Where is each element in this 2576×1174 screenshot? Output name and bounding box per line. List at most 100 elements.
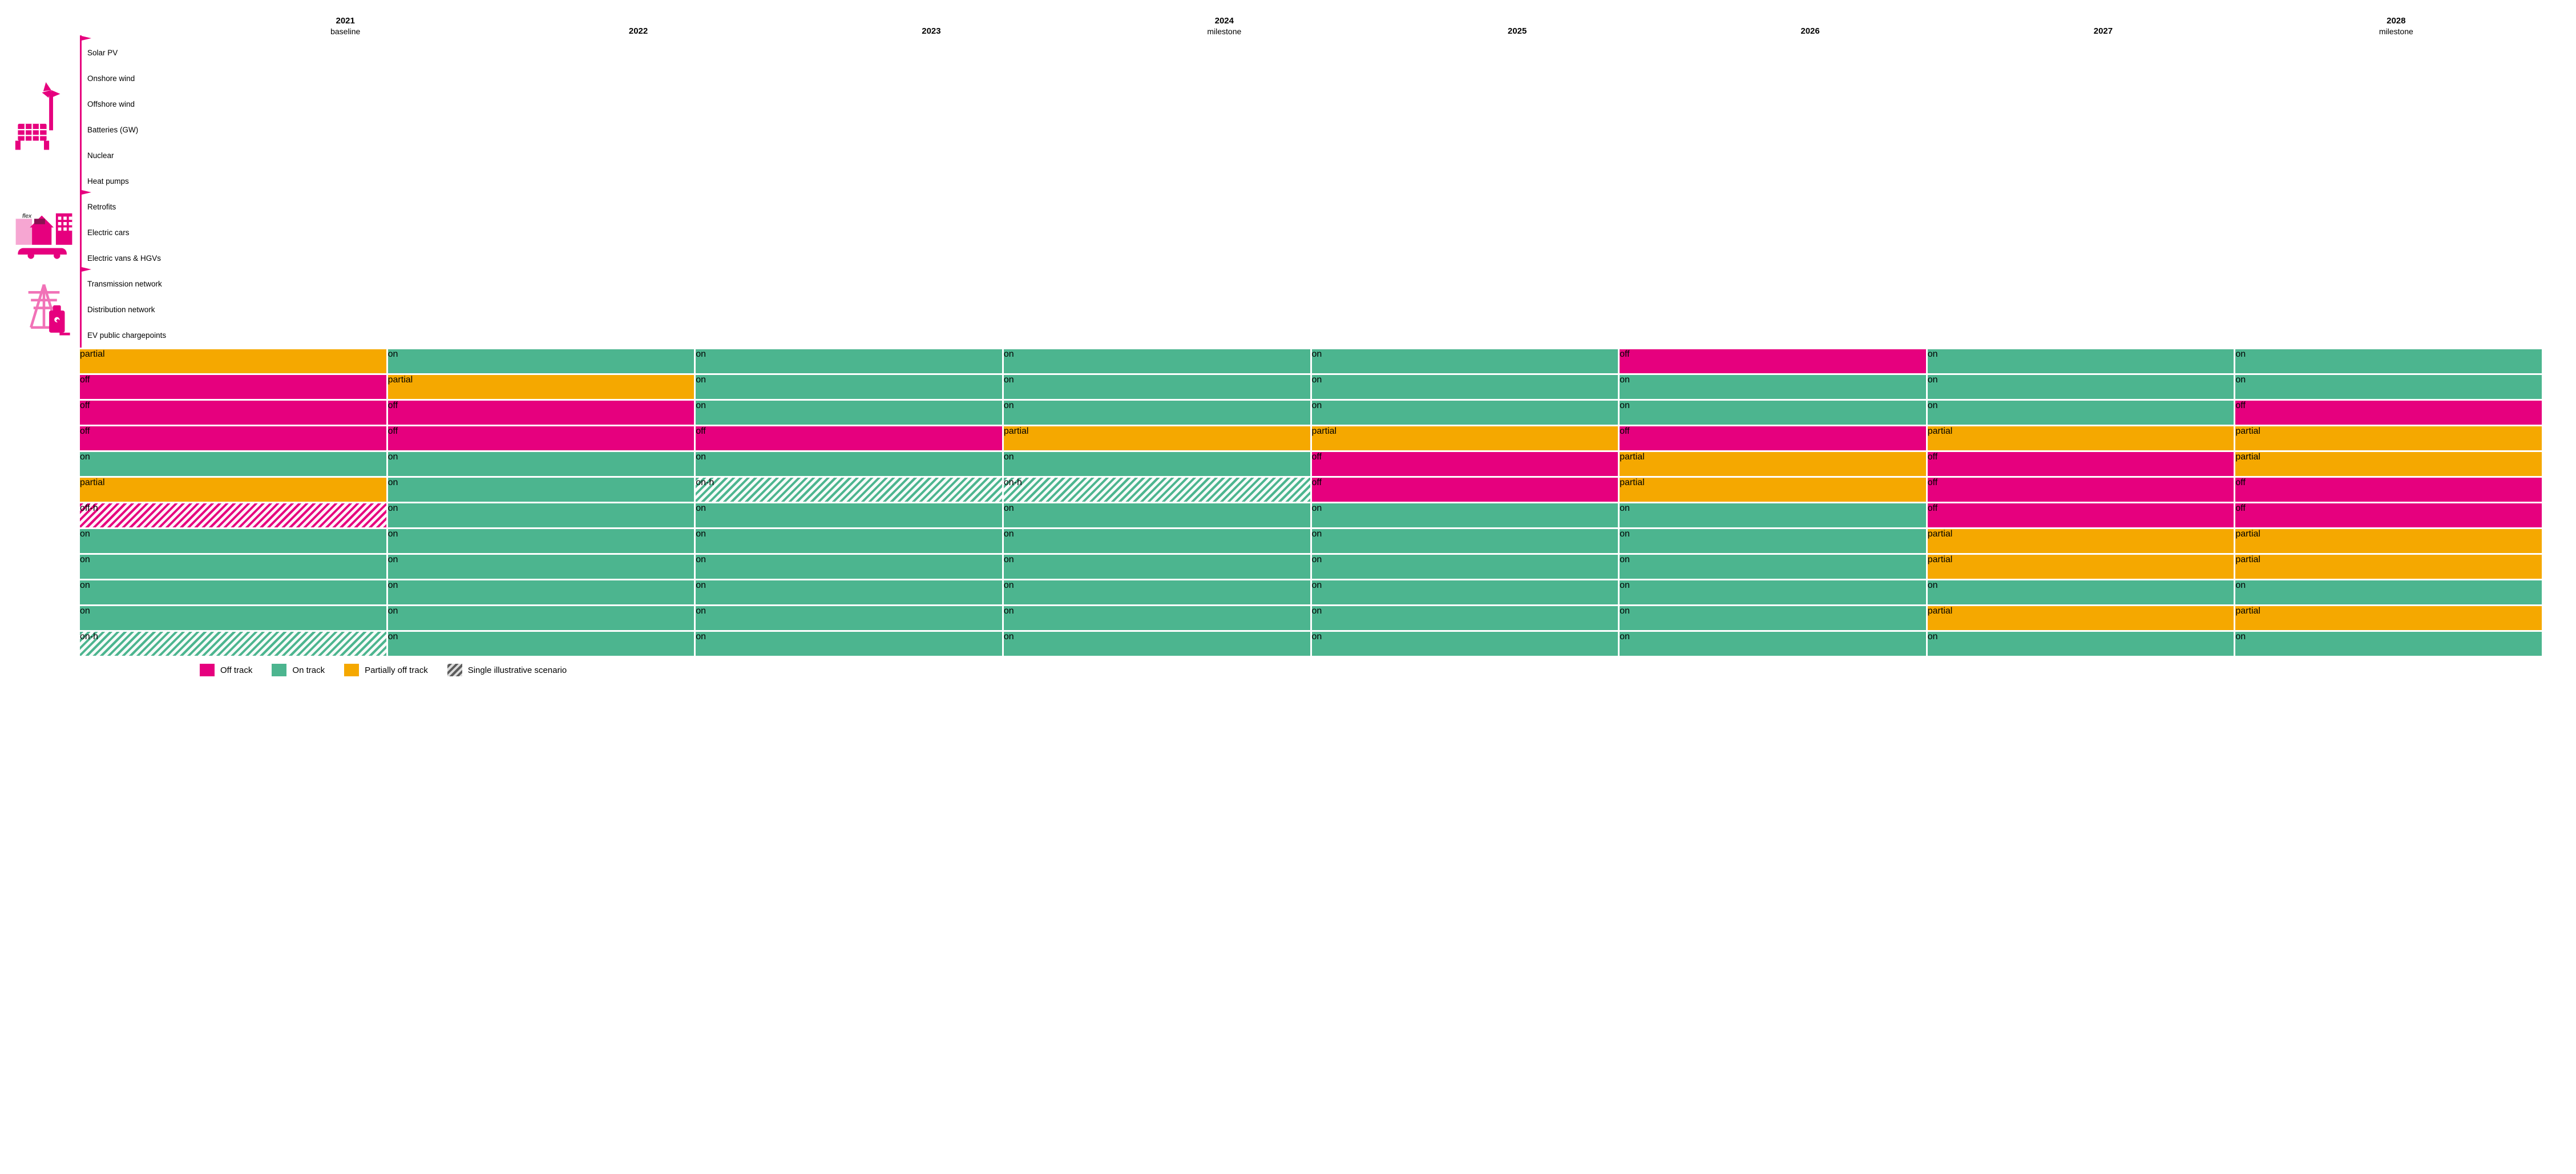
heatmap-row: offoffonononononoff bbox=[80, 401, 2542, 425]
heatmap-cell: partial bbox=[2235, 426, 2542, 450]
heatmap-cell: on bbox=[696, 401, 1002, 425]
supply-icon bbox=[11, 41, 76, 193]
heatmap-cell: on bbox=[2235, 349, 2542, 373]
icon-column: flex bbox=[11, 41, 80, 656]
heatmap-cell: on bbox=[1004, 555, 1310, 579]
infrastructure-row-labels: Transmission networkDistribution network… bbox=[80, 272, 200, 348]
heatmap-cell: off bbox=[80, 375, 386, 399]
column-header: 2027 bbox=[1957, 16, 2248, 37]
demand-group-icon: flex bbox=[11, 195, 80, 271]
heatmap-cell: on bbox=[80, 452, 386, 476]
heatmap-cell: on bbox=[80, 529, 386, 553]
heatmap-cell: partial bbox=[1312, 426, 1618, 450]
column-header-subtitle: baseline bbox=[330, 27, 360, 37]
legend-label: On track bbox=[292, 665, 325, 675]
row-label: Electric vans & HGVs bbox=[82, 247, 200, 271]
heatmap-cell: on bbox=[1928, 632, 2234, 656]
legend-item: Off track bbox=[200, 664, 252, 676]
heatmap-cell: on bbox=[696, 555, 1002, 579]
heatmap-cell: on bbox=[1004, 375, 1310, 399]
heatmap-cell: on bbox=[1620, 555, 1926, 579]
heatmap-cell: off-h bbox=[80, 503, 386, 527]
heatmap-cell: on bbox=[1312, 401, 1618, 425]
heatmap-cell: partial bbox=[1928, 606, 2234, 630]
row-label: Solar PV bbox=[82, 41, 200, 65]
heatmap-cell: on bbox=[1312, 375, 1618, 399]
legend-swatch bbox=[200, 664, 215, 676]
heatmap-cell: off bbox=[1312, 478, 1618, 502]
legend-item: Single illustrative scenario bbox=[447, 664, 567, 676]
row-label: Offshore wind bbox=[82, 92, 200, 116]
legend-label: Partially off track bbox=[365, 665, 428, 675]
heatmap-cell: on bbox=[1312, 580, 1618, 604]
rows-container: Solar PVOnshore windOffshore windBatteri… bbox=[80, 41, 2542, 656]
column-header-row: 2021baseline 2022 2023 2024milestone 2025 202… bbox=[11, 16, 2542, 37]
legend-swatch bbox=[344, 664, 359, 676]
column-header-title: 2022 bbox=[629, 26, 648, 37]
column-header: 2024milestone bbox=[1079, 16, 1370, 37]
heatmap-cell: on bbox=[1004, 606, 1310, 630]
heatmap-cell: on bbox=[1620, 375, 1926, 399]
legend-item: Partially off track bbox=[344, 664, 428, 676]
heatmap-cell: off bbox=[696, 426, 1002, 450]
column-header-title: 2025 bbox=[1508, 26, 1527, 37]
chart-body: flex Solar PVOnshore windOffshore windBa… bbox=[11, 41, 2542, 656]
column-header: 2021baseline bbox=[200, 16, 491, 37]
heatmap-cell: on bbox=[80, 555, 386, 579]
row-label: Onshore wind bbox=[82, 67, 200, 91]
heatmap-cell: on bbox=[696, 606, 1002, 630]
heatmap-cell: on bbox=[1004, 580, 1310, 604]
row-label: Electric cars bbox=[82, 221, 200, 245]
heatmap-cell: on bbox=[2235, 375, 2542, 399]
heatmap-cell: on bbox=[388, 632, 695, 656]
heatmap-cell: on bbox=[388, 529, 695, 553]
heatmap-row: ononononoffpartialoffpartial bbox=[80, 452, 2542, 476]
heatmap-cell: off bbox=[1928, 503, 2234, 527]
infrastructure-icon bbox=[11, 272, 76, 348]
heatmap-cell: off bbox=[1928, 478, 2234, 502]
heatmap-cell: on bbox=[1004, 529, 1310, 553]
heatmap-cell: on bbox=[1004, 452, 1310, 476]
heatmap-row: partialononononoffonon bbox=[80, 349, 2542, 373]
heatmap-cell: on bbox=[1928, 375, 2234, 399]
heatmap-cell: on bbox=[1620, 503, 1926, 527]
heatmap-row: off-honononononoffoff bbox=[80, 503, 2542, 527]
heatmap-cell: on bbox=[1620, 632, 1926, 656]
heatmap-cell: on bbox=[1928, 401, 2234, 425]
legend-swatch bbox=[447, 664, 462, 676]
heatmap-cell: on bbox=[1004, 503, 1310, 527]
heatmap-cell: off bbox=[80, 401, 386, 425]
infrastructure-group-icon bbox=[11, 272, 80, 348]
row-label: Nuclear bbox=[82, 144, 200, 168]
row-label: Retrofits bbox=[82, 195, 200, 219]
legend-label: Single illustrative scenario bbox=[468, 665, 567, 675]
heatmap-cell: on bbox=[696, 375, 1002, 399]
heatmap-cell: on bbox=[1312, 349, 1618, 373]
heatmap-cell: on bbox=[1312, 606, 1618, 630]
column-header: 2025 bbox=[1372, 16, 1663, 37]
column-header-subtitle: milestone bbox=[1207, 27, 1241, 37]
column-header-title: 2023 bbox=[922, 26, 940, 37]
column-header-title: 2021 bbox=[336, 16, 355, 27]
heatmap-cell: off bbox=[1312, 452, 1618, 476]
heatmap-cell: off bbox=[1928, 452, 2234, 476]
heatmap-cell: on-h bbox=[1004, 478, 1310, 502]
heatmap-cell: on-h bbox=[80, 632, 386, 656]
column-header: 2026 bbox=[1665, 16, 1956, 37]
heatmap-cell: on bbox=[1004, 401, 1310, 425]
heatmap-cell: on bbox=[1928, 580, 2234, 604]
heatmap-cell: partial bbox=[2235, 555, 2542, 579]
column-header-title: 2026 bbox=[1800, 26, 1819, 37]
heatmap-cell: partial bbox=[1620, 478, 1926, 502]
heatmap-row: offpartialonononononon bbox=[80, 375, 2542, 399]
column-header-title: 2027 bbox=[2094, 26, 2113, 37]
heatmap-cell: partial bbox=[2235, 529, 2542, 553]
heatmap-cell: on bbox=[696, 349, 1002, 373]
heatmap-grid: partialononononoffononoffpartialonononon… bbox=[80, 349, 2542, 656]
heatmap-cell: off bbox=[388, 426, 695, 450]
heatmap-cell: off bbox=[1620, 349, 1926, 373]
heatmap-cell: on bbox=[388, 606, 695, 630]
heatmap-cell: on bbox=[1620, 606, 1926, 630]
row-label: Transmission network bbox=[82, 272, 200, 296]
column-header: 2028milestone bbox=[2251, 16, 2542, 37]
